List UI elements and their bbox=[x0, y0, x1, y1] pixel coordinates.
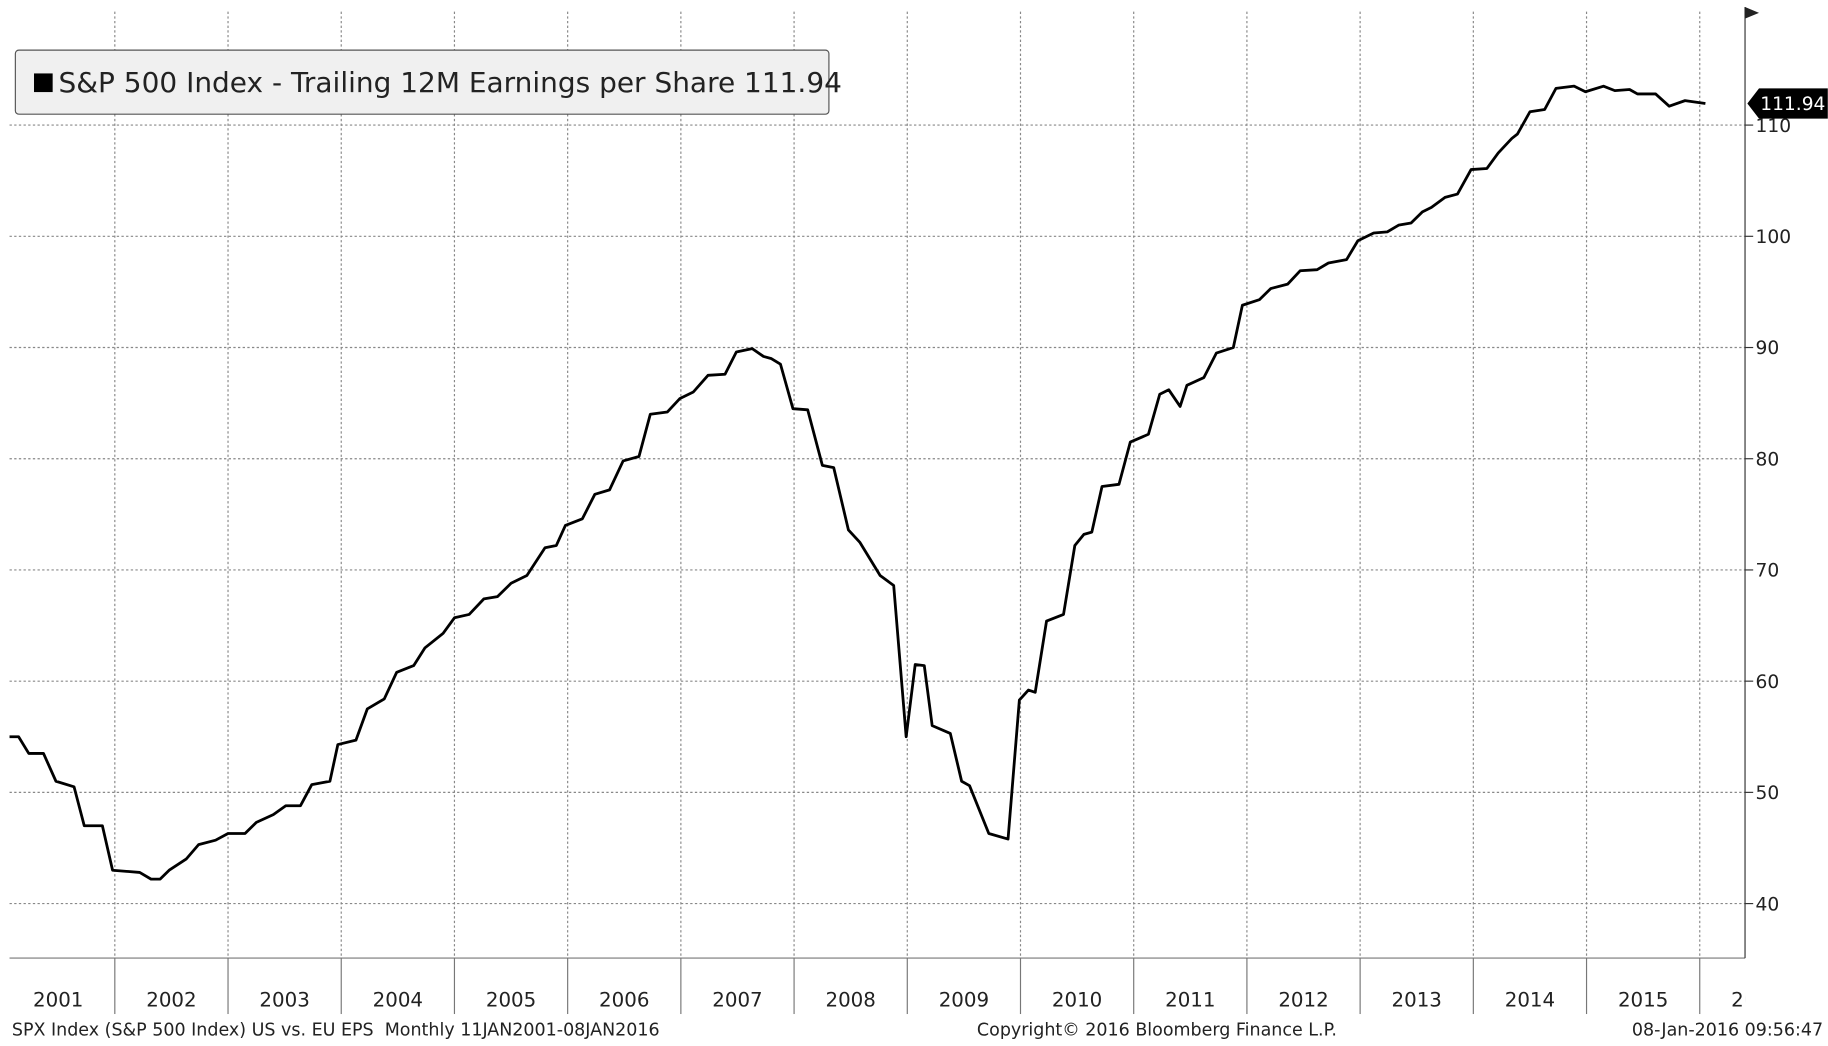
y-tick-label: 80 bbox=[1756, 449, 1780, 470]
x-tick-label: 2004 bbox=[373, 989, 423, 1012]
x-tick-label: 2016 bbox=[1731, 989, 1781, 1012]
y-tick-label: 60 bbox=[1756, 672, 1780, 693]
tag-box bbox=[1747, 88, 1828, 119]
x-tick-label: 2010 bbox=[1052, 989, 1102, 1012]
x-labels: 2001 2002 2003 2004 2005 2006 2007 2008 2009 2010… bbox=[33, 989, 1781, 1012]
x-tick-label: 2007 bbox=[712, 989, 762, 1012]
x-tick-label: 2006 bbox=[599, 989, 649, 1012]
axes: 40 50 60 70 80 90 100 110 bbox=[9, 6, 1792, 1015]
x-tick-label: 2014 bbox=[1505, 989, 1555, 1012]
x-tick-label: 2011 bbox=[1165, 989, 1215, 1012]
last-value-tag: 111.94 bbox=[1747, 88, 1828, 119]
x-tick-label: 2005 bbox=[486, 989, 536, 1012]
legend-swatch bbox=[34, 73, 53, 93]
y-tick-label: 40 bbox=[1756, 894, 1780, 915]
y-tick-label: 90 bbox=[1756, 338, 1780, 359]
y-tick-label: 50 bbox=[1756, 783, 1780, 804]
x-tick-label: 2001 bbox=[33, 989, 83, 1012]
y-tick-label: 70 bbox=[1756, 561, 1780, 582]
footer-right: 08-Jan-2016 09:56:47 bbox=[1632, 1020, 1823, 1040]
legend: S&P 500 Index - Trailing 12M Earnings pe… bbox=[14, 49, 842, 115]
x-tick-label: 2015 bbox=[1618, 989, 1668, 1012]
line bbox=[9, 84, 1706, 881]
x-tick-label: 2003 bbox=[259, 989, 309, 1012]
x-tick-label: 2009 bbox=[939, 989, 989, 1012]
y-tick-label: 110 bbox=[1756, 116, 1792, 137]
axis-arrow bbox=[1745, 6, 1760, 19]
x-tick-label: 2013 bbox=[1392, 989, 1442, 1012]
x-tick-label: 2002 bbox=[146, 989, 196, 1012]
legend-box bbox=[14, 49, 830, 115]
y-tick-label: 100 bbox=[1756, 227, 1792, 248]
tag-label: 111.94 bbox=[1760, 94, 1825, 115]
footer-left: SPX Index (S&P 500 Index) US vs. EU EPS … bbox=[12, 1020, 660, 1040]
legend-label: S&P 500 Index - Trailing 12M Earnings pe… bbox=[58, 66, 841, 99]
x-tick-label: 2008 bbox=[825, 989, 875, 1012]
footer-center: Copyright© 2016 Bloomberg Finance L.P. bbox=[977, 1020, 1337, 1040]
x-tick-label: 2012 bbox=[1278, 989, 1328, 1012]
plot bbox=[9, 84, 1706, 881]
grid bbox=[9, 11, 1746, 959]
